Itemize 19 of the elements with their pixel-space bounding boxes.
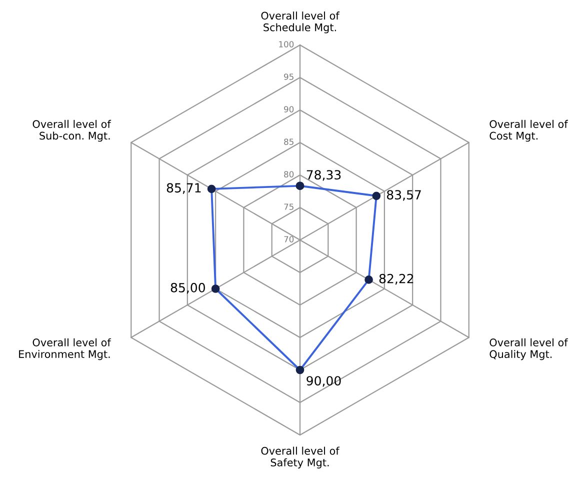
- data-label: 90,00: [306, 376, 341, 387]
- y-tick-label: 70: [284, 236, 294, 242]
- spoke-label: Overall level of Cost Mgt.: [490, 120, 568, 142]
- data-label: 85,00: [170, 282, 205, 294]
- y-tick-label: 100: [279, 41, 294, 48]
- spoke-label: Overall level of Schedule Mgt.: [261, 12, 340, 34]
- data-label: 78,33: [306, 170, 341, 181]
- data-label: 82,22: [379, 274, 414, 285]
- spoke-label: Overall level of Sub-con. Mgt.: [32, 120, 112, 142]
- y-tick-label: 80: [284, 171, 294, 178]
- data-label: 85,71: [166, 183, 201, 194]
- data-label: 83,57: [386, 190, 421, 201]
- spoke-label: Overall level of Environment Mgt.: [19, 338, 112, 360]
- y-tick-label: 85: [284, 138, 294, 145]
- y-tick-label: 75: [284, 204, 294, 210]
- spoke-label: Overall level of Quality Mgt.: [490, 338, 568, 360]
- y-tick-label: 95: [284, 74, 294, 80]
- spoke-label: Overall level of Safety Mgt.: [261, 446, 340, 468]
- y-tick-label: 90: [284, 106, 294, 112]
